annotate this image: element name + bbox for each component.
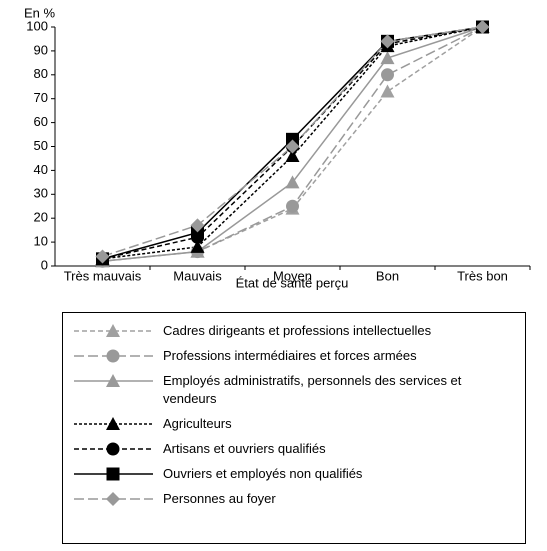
marker — [190, 239, 205, 253]
y-tick-label: 100 — [26, 18, 48, 33]
legend-symbol — [74, 374, 153, 387]
y-tick-label: 0 — [41, 257, 48, 272]
legend-symbol — [74, 417, 153, 430]
y-tick-label: 50 — [34, 138, 48, 153]
y-axis-label: En % — [24, 5, 56, 20]
legend-symbol — [74, 492, 153, 506]
y-tick-label: 90 — [34, 42, 48, 57]
x-tick-label: Bon — [376, 268, 399, 283]
legend-item: Cadres dirigeants et professions intelle… — [63, 322, 525, 340]
x-axis-label: État de santé perçu — [236, 275, 349, 290]
legend: Cadres dirigeants et professions intelle… — [62, 312, 526, 544]
y-tick-label: 10 — [34, 234, 48, 249]
legend-label: Agriculteurs — [163, 416, 232, 431]
y-tick-label: 70 — [34, 90, 48, 105]
legend-label: Employés administratifs, personnels des … — [163, 373, 462, 406]
legend-symbol — [74, 349, 153, 363]
marker — [106, 349, 120, 363]
x-tick-label: Très mauvais — [64, 268, 142, 283]
legend-item: Employés administratifs, personnels des … — [63, 372, 525, 408]
marker — [106, 467, 120, 481]
y-tick-label: 60 — [34, 114, 48, 129]
legend-symbol — [74, 324, 153, 337]
marker — [285, 139, 300, 154]
legend-symbol — [74, 442, 153, 456]
x-tick-label: Mauvais — [173, 268, 222, 283]
x-tick-label: Moyen — [273, 268, 312, 283]
marker — [286, 132, 299, 146]
legend-item: Personnes au foyer — [63, 490, 525, 508]
marker — [380, 84, 395, 98]
legend-item: Professions intermédiaires et forces arm… — [63, 347, 525, 365]
marker — [285, 149, 300, 163]
chart: En % État de santé perçu 0 10 20 30 40 50 60 70… — [24, 5, 531, 290]
marker — [380, 51, 395, 65]
legend-label: Artisans et ouvriers qualifiés — [163, 441, 326, 456]
marker — [190, 218, 205, 233]
marker — [381, 68, 394, 82]
legend-label: Cadres dirigeants et professions intelle… — [163, 323, 432, 338]
y-tick-label: 20 — [34, 210, 48, 225]
marker — [191, 226, 204, 240]
series-line — [102, 26, 483, 262]
marker — [95, 249, 110, 264]
marker — [106, 324, 120, 337]
marker — [380, 34, 395, 49]
y-tick-label: 40 — [34, 162, 48, 177]
marker — [106, 374, 120, 387]
marker — [106, 492, 120, 506]
y-tick-label: 30 — [34, 186, 48, 201]
legend-label: Personnes au foyer — [163, 491, 276, 506]
marker — [106, 442, 120, 456]
legend-item: Ouvriers et employés non qualifiés — [63, 465, 525, 483]
legend-symbol — [74, 467, 153, 481]
marker — [286, 199, 299, 213]
legend-item: Agriculteurs — [63, 415, 525, 433]
x-tick-label: Très bon — [457, 268, 508, 283]
legend-label: Professions intermédiaires et forces arm… — [163, 348, 417, 363]
marker — [285, 175, 300, 189]
y-tick-label: 80 — [34, 66, 48, 81]
marker — [106, 417, 120, 430]
marker — [475, 20, 490, 34]
legend-item: Artisans et ouvriers qualifiés — [63, 440, 525, 458]
legend-label: Ouvriers et employés non qualifiés — [163, 466, 363, 481]
series-line — [102, 26, 483, 258]
